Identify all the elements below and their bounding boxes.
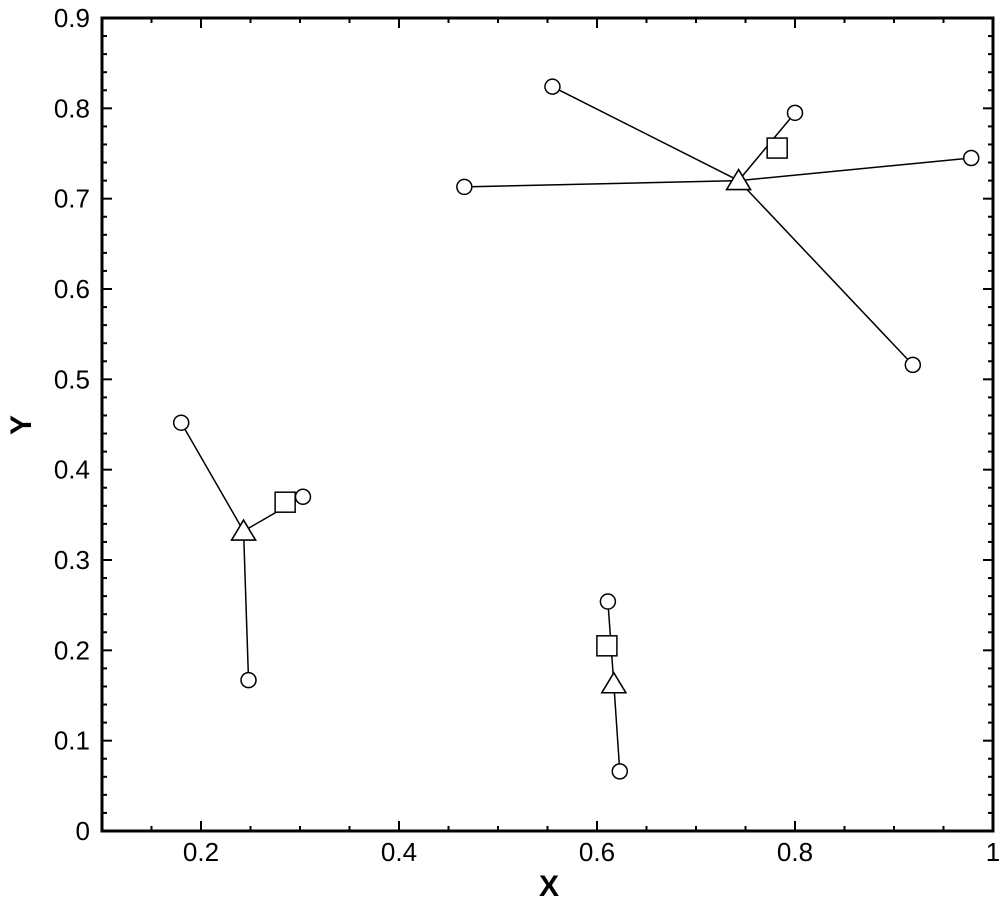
circle-marker [786, 104, 804, 122]
connection-line [552, 85, 739, 182]
square-marker [274, 491, 296, 513]
connection-line [464, 179, 739, 188]
axis-ticks [101, 17, 994, 832]
triangle-marker [725, 168, 752, 191]
connection-line [738, 180, 914, 366]
y-tick-label: 0.5 [54, 364, 90, 394]
y-tick-label: 0.8 [54, 93, 90, 123]
plot-border [100, 16, 995, 833]
circle-marker [544, 78, 561, 95]
x-tick-label: 0.4 [381, 837, 417, 867]
circle-marker [904, 356, 922, 374]
x-tick-label: 0.6 [579, 837, 615, 867]
y-axis-title: Y [5, 415, 38, 435]
triangle-marker [230, 518, 257, 541]
data-markers [172, 78, 980, 780]
circle-marker [240, 671, 257, 689]
connection-line [613, 683, 621, 772]
y-tick-label: 0.6 [54, 274, 90, 304]
plot-frame [100, 16, 995, 833]
y-tick-label: 0.4 [54, 455, 90, 485]
square-marker [596, 635, 618, 657]
circle-marker [599, 593, 617, 610]
y-tick-label: 0.2 [54, 635, 90, 665]
circle-marker [294, 488, 312, 506]
circle-marker [611, 763, 629, 780]
x-tick-label: 0.8 [777, 837, 813, 867]
axis-tick-labels: 0.2 0.4 0.6 0.8 1 0 0.1 0.2 0.3 0.4 0.5 0.6 0.7 0.8 0.… [54, 3, 1000, 867]
circle-marker [456, 178, 473, 196]
connection-lines [180, 85, 972, 772]
y-tick-label: 0.1 [54, 726, 90, 756]
circle-marker [962, 149, 980, 167]
y-tick-label: 0 [76, 816, 90, 846]
x-tick-label: 1 [986, 837, 1000, 867]
connection-line [180, 422, 245, 532]
x-axis-title: X [539, 870, 559, 903]
square-marker [766, 137, 788, 159]
triangle-marker [600, 671, 628, 694]
y-tick-label: 0.3 [54, 545, 90, 575]
y-tick-label: 0.9 [54, 3, 90, 33]
connection-line [738, 157, 972, 182]
circle-marker [172, 414, 190, 431]
y-tick-label: 0.7 [54, 184, 90, 214]
x-tick-label: 0.2 [183, 837, 219, 867]
connection-line [242, 531, 250, 681]
